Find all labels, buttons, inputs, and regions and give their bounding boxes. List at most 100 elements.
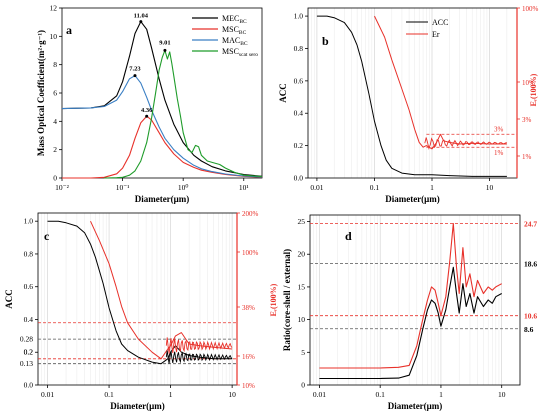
panel-b-x-tick-label: 1 <box>430 183 434 192</box>
panel-b-y2-tick-label: 1% <box>522 153 532 161</box>
panel-b-ref-label: 1% <box>494 149 504 157</box>
panel-c-y-tick-label: 0.0 <box>24 381 34 390</box>
panel-c-y-tick-label: 0.2 <box>24 348 34 357</box>
panel-c-y-axis-title: ACC <box>4 289 14 309</box>
panel-b-y-axis-title: ACC <box>278 83 288 103</box>
panel-a-peak-label: 4.36 <box>141 107 153 114</box>
panel-a-y-tick-label: 12 <box>50 4 58 13</box>
panel-a-legend-subscript: scat sero <box>239 52 258 58</box>
panel-c-oscillation-2 <box>165 337 233 354</box>
panel-d-y-tick-label: 5 <box>301 348 305 357</box>
panel-b-y-tick-label: 1.0 <box>294 12 304 21</box>
panel-d-x-axis-title: Diameter(μm) <box>388 401 443 411</box>
panel-d-panel-letter: d <box>345 229 352 243</box>
panel-d-y-tick-label: 25 <box>298 217 306 226</box>
panel-b-y2-tick-label: 100% <box>522 5 539 13</box>
panel-a-legend-label: MSCBC <box>222 25 247 36</box>
panel-a-series-2 <box>62 115 263 179</box>
panel-c-y2-tick-label: 10% <box>242 382 255 390</box>
panel-a-peak-marker <box>139 20 143 24</box>
panel-a-peak-marker <box>163 48 167 52</box>
panel-c-x-tick-label: 1 <box>169 390 173 399</box>
panel-d-y-tick-label: 0 <box>301 381 305 390</box>
panel-a-y-tick-label: 0 <box>53 174 57 183</box>
panel-c-y2-tick-label: 200% <box>242 210 259 218</box>
panel-c-x-tick-label: 0.01 <box>41 390 54 399</box>
panel-a-peak-label: 7.23 <box>129 66 141 73</box>
panel-a-x-tick-label: 10⁻² <box>55 183 69 192</box>
panel-c-y-tick-label: 0.6 <box>24 282 34 291</box>
panel-a-legend-label: MSCscat sero <box>222 47 258 58</box>
panel-b-legend-label: ACC <box>432 18 448 27</box>
panel-c-oscillation-1 <box>165 350 233 364</box>
panel-d-x-tick-label: 0.1 <box>375 390 385 399</box>
panel-c-y-ref-label: 0.2 <box>24 348 34 357</box>
panel-b-y-tick-label: 0.4 <box>294 109 304 118</box>
panel-a-x-axis-title: Diameter(μm) <box>135 194 190 204</box>
panel-b-er-oscillation <box>424 137 507 150</box>
panel-c-y-ref-label: 0.28 <box>20 335 33 344</box>
panel-b-legend-label: Er <box>432 30 440 39</box>
panel-a-x-tick-label: 10¹ <box>239 183 249 192</box>
panel-a-legend-label: MECBC <box>222 14 247 25</box>
panel-b-x-axis-title: Diameter(μm) <box>385 194 440 204</box>
panel-d-y-axis-title: Ratio(core-shell / external) <box>282 249 292 351</box>
panel-c-frame <box>37 212 238 386</box>
panel-c-y-ref-label: 0.13 <box>20 359 33 368</box>
panel-c-y2-axis-title: Eᵣ(100%) <box>269 283 278 316</box>
panel-a-legend-subscript: BC <box>240 41 248 47</box>
panel-a-x-tick-label: 10⁻¹ <box>116 183 130 192</box>
panel-d-ref-value-label: 18.6 <box>524 259 537 268</box>
panel-c-y-tick-label: 0.8 <box>24 249 34 258</box>
panel-a-y-tick-label: 10 <box>50 32 58 41</box>
panel-c-series-1 <box>47 220 233 365</box>
panel-d-series-2 <box>319 222 502 369</box>
panel-c-y-tick-label: 1.0 <box>24 217 34 226</box>
panel-a-series-4 <box>104 49 263 179</box>
panel-d-x-tick-label: 0.01 <box>313 390 326 399</box>
panel-b-x-tick-label: 0.01 <box>310 183 323 192</box>
panel-b-y-tick-label: 0.6 <box>294 76 304 85</box>
panel-c-y-tick-label: 0.4 <box>24 315 34 324</box>
panel-c-y2-tick-label: 100% <box>242 249 259 257</box>
panel-b-x-tick-label: 0.1 <box>370 183 380 192</box>
panel-a-series-3 <box>61 75 263 178</box>
panel-d-x-tick-label: 10 <box>498 390 506 399</box>
panel-d-y-tick-label: 15 <box>298 282 306 291</box>
panel-d-y-tick-label: 20 <box>298 250 306 259</box>
panel-d-ref-value-label: 24.7 <box>524 220 537 229</box>
panel-b-y2-axis-title: Eᵣ(100%) <box>529 73 538 106</box>
panel-a-legend-subscript: BC <box>239 19 247 25</box>
panel-a-y-axis-title: Mass Optical Coefficient(m²·g⁻¹) <box>36 30 46 156</box>
panel-b-y2-tick-label: 3% <box>522 116 532 124</box>
panel-c-x-tick-label: 10 <box>228 390 236 399</box>
panel-d-ref-value-label: 8.6 <box>524 325 534 334</box>
panel-c-y2-tick-label: 38% <box>242 304 255 312</box>
panel-d-series-1 <box>319 266 502 380</box>
panel-a-peak-label: 9.01 <box>159 39 170 46</box>
panel-a-peak-marker <box>145 114 149 118</box>
panel-a-legend-subscript: BC <box>239 30 247 36</box>
panel-c-panel-letter: c <box>44 229 50 243</box>
panel-b-series-1 <box>316 15 507 177</box>
panel-a-series-1 <box>61 21 263 177</box>
panel-b-ref-label: 3% <box>494 125 504 133</box>
panel-a-peak-label: 11.04 <box>134 13 149 20</box>
panel-b-panel-letter: b <box>322 34 329 48</box>
panel-d-frame <box>309 214 521 386</box>
panel-a-y-tick-label: 8 <box>53 60 57 69</box>
panel-a-y-tick-label: 4 <box>53 117 57 126</box>
panel-a-y-tick-label: 2 <box>53 145 57 154</box>
panel-b-y-tick-label: 0.2 <box>294 141 304 150</box>
panel-c-x-axis-title: Diameter(μm) <box>110 401 165 411</box>
panel-a-peak-marker <box>133 74 137 78</box>
panel-a-x-tick-label: 10⁰ <box>178 183 189 192</box>
panel-b-y2-tick-label: 10% <box>522 79 535 87</box>
panel-a-panel-letter: a <box>66 23 72 37</box>
panel-a-y-tick-label: 6 <box>53 89 57 98</box>
panel-a-legend-label: MACBC <box>222 36 248 47</box>
panel-c-x-tick-label: 0.1 <box>104 390 114 399</box>
panel-d-x-tick-label: 1 <box>439 390 443 399</box>
panel-d-ref-value-label: 10.6 <box>524 312 537 321</box>
